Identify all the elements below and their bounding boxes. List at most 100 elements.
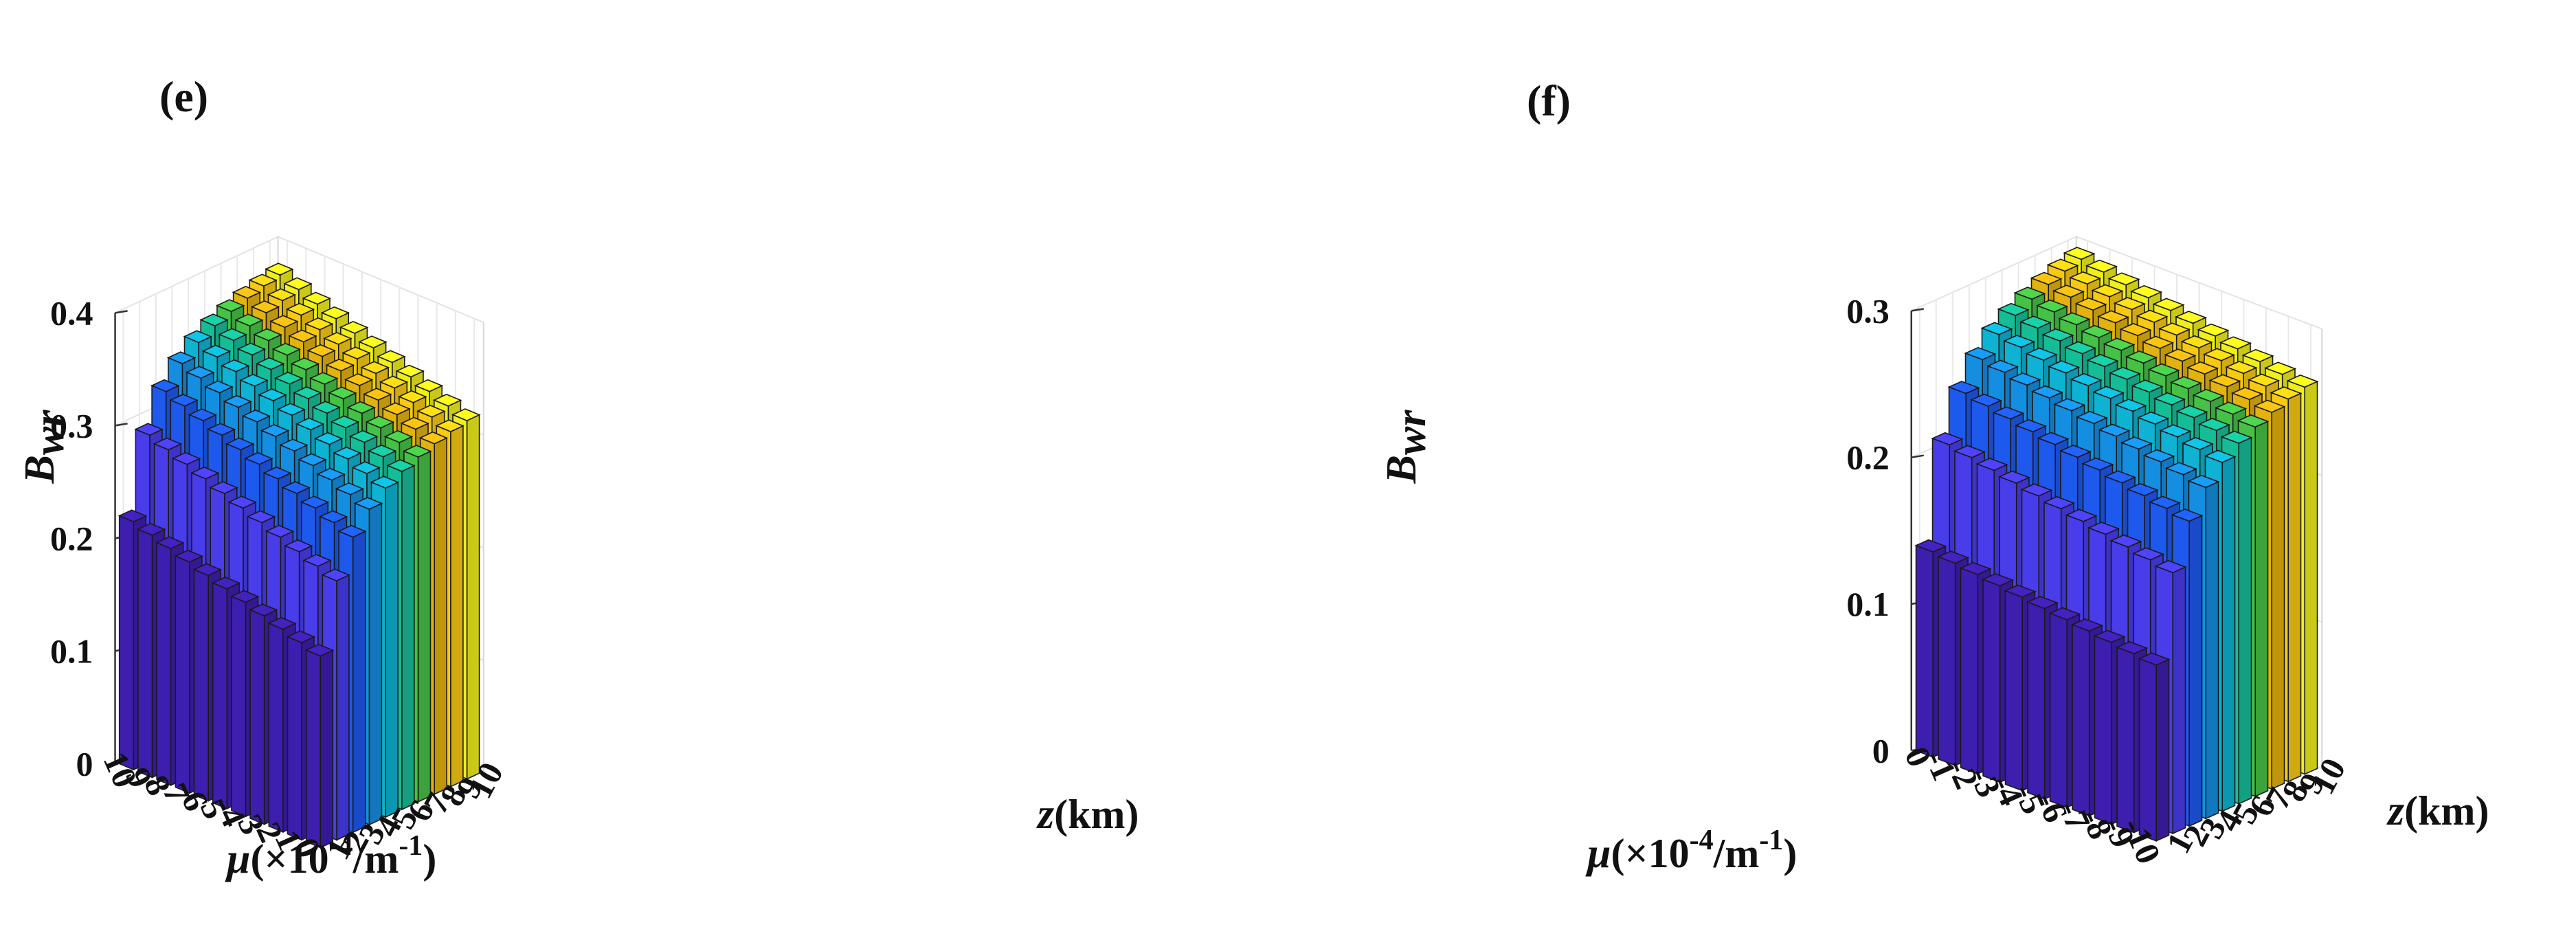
- bar-face-top: [2129, 284, 2163, 299]
- bar-face-top: [2013, 287, 2046, 300]
- bar-face-right: [193, 568, 209, 802]
- bar-face-top: [229, 590, 260, 603]
- bar-face-top: [451, 408, 481, 421]
- bar-face-top: [2053, 398, 2086, 412]
- bar-face-top: [134, 423, 164, 436]
- bar-face-left: [320, 649, 334, 849]
- bar-face-top: [215, 299, 245, 313]
- mu-axis-title-rest: /m: [352, 836, 399, 882]
- bar-face-top: [283, 277, 313, 291]
- bar-face-left: [2238, 436, 2252, 805]
- bar-face-top: [186, 366, 215, 379]
- bar-face-top: [209, 481, 238, 494]
- z-axis-title: Bwr: [1378, 410, 1435, 484]
- bars: [117, 263, 481, 849]
- bar-face-top: [365, 415, 395, 429]
- z-tick-label: 0.2: [1846, 438, 1890, 477]
- bar-face-top: [1981, 573, 2015, 587]
- bar-face-top: [416, 405, 446, 418]
- bar-face-left: [434, 437, 448, 796]
- bar-face-top: [284, 539, 313, 552]
- bar-face-top: [150, 379, 180, 392]
- mu-axis-title-text: (×10: [250, 836, 328, 882]
- z-tick-mark: [115, 423, 128, 427]
- bar-face-right: [2072, 623, 2090, 817]
- bar-face-top: [250, 300, 280, 313]
- bar-face-top: [244, 451, 273, 465]
- mu-axis-title: μ(×10-4/m-1): [225, 830, 436, 882]
- bar-face-right: [156, 541, 172, 786]
- bar-face-top: [2230, 387, 2264, 401]
- bar-face-top: [2114, 399, 2147, 412]
- bar-face-top: [2052, 284, 2085, 298]
- bar-face-top: [262, 466, 292, 480]
- bar-face-top: [2204, 449, 2237, 463]
- z-axis-title-main: B: [16, 455, 63, 484]
- bar-face-top: [348, 429, 379, 443]
- bar-face-top: [1959, 561, 1992, 575]
- bar-face-top: [2108, 366, 2142, 380]
- bar-face-top: [2247, 373, 2281, 387]
- bar-face-top: [211, 577, 241, 590]
- z-tick-label: 0.4: [50, 293, 93, 332]
- bar-face-top: [136, 522, 166, 536]
- bars: [1914, 247, 2319, 842]
- panel-label: (f): [1527, 76, 1571, 125]
- bar-face-top: [218, 328, 247, 342]
- bar-face-top: [2065, 509, 2098, 522]
- bar-face-top: [353, 497, 383, 510]
- bar-face-top: [2113, 297, 2147, 311]
- bar-face-top: [267, 288, 297, 302]
- bar-face-top: [2107, 272, 2140, 286]
- bar: [2138, 652, 2171, 842]
- bar-face-top: [2020, 483, 2053, 497]
- bar-face-top: [309, 372, 339, 385]
- bar-face-right: [2116, 646, 2135, 834]
- bar-face-top: [2081, 457, 2114, 471]
- bar-face-top: [288, 329, 317, 343]
- bar-face-right: [305, 649, 322, 849]
- bar-face-top: [234, 313, 264, 327]
- z-tick-label: 0: [1872, 731, 1890, 770]
- z-tick-label: 0.1: [50, 632, 93, 670]
- bar-face-top: [337, 524, 367, 538]
- bar-face-left: [336, 574, 350, 841]
- bar-face-top: [2220, 430, 2253, 444]
- bar-face-top: [341, 346, 371, 360]
- bar-face-top: [2074, 297, 2107, 311]
- z-tick-label: 0.3: [50, 406, 93, 445]
- z-tick-label: 0.1: [1846, 585, 1890, 623]
- bar-face-top: [402, 445, 432, 458]
- bar-face-left: [368, 502, 383, 826]
- bar-face-top: [1936, 550, 1970, 564]
- bar-face-left: [466, 414, 480, 780]
- bar-face-right: [2049, 612, 2068, 809]
- bar-face-top: [2169, 376, 2203, 390]
- bar-face-left: [401, 465, 415, 811]
- bar-face-top: [204, 380, 234, 394]
- bar-face-top: [330, 415, 360, 429]
- bar-face-top: [2042, 495, 2076, 510]
- bar-face-top: [323, 332, 352, 345]
- bar-face-top: [199, 313, 229, 326]
- bar-face-top: [2058, 312, 2091, 326]
- bar-face-top: [2142, 449, 2175, 462]
- bar-face-top: [2063, 341, 2097, 355]
- bar-face-left: [417, 450, 432, 803]
- bar-face-top: [2136, 411, 2170, 425]
- bar-face-top: [2175, 405, 2208, 418]
- bar-face-top: [279, 438, 309, 452]
- z-axis-title-sub: wr: [1388, 410, 1435, 455]
- bar-face-right: [287, 636, 302, 841]
- bar-face-top: [232, 285, 262, 299]
- bar-face-top: [2187, 474, 2220, 489]
- bar-face-top: [335, 482, 365, 495]
- bar-face-top: [2103, 337, 2136, 351]
- bar-face-left: [2287, 392, 2302, 783]
- bar-face-top: [333, 446, 362, 460]
- bar-face-top: [2152, 298, 2185, 311]
- bar-face-top: [153, 437, 183, 451]
- bar-face-top: [379, 375, 409, 389]
- bar-face-top: [2171, 509, 2204, 522]
- bar-face-top: [339, 321, 369, 334]
